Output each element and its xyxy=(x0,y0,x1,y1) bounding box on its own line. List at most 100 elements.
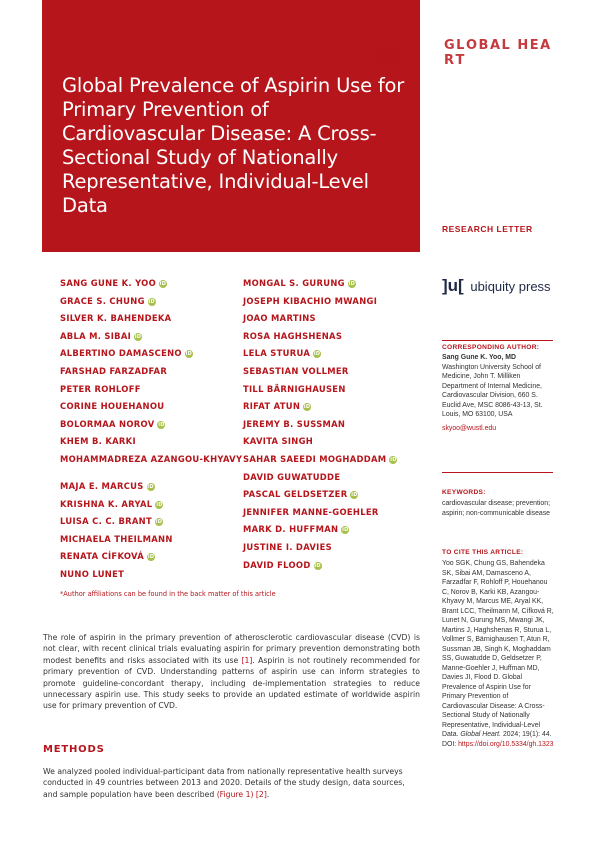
author-name[interactable]: SILVER K. BAHENDEKA xyxy=(60,313,242,331)
corresponding-email[interactable]: skyoo@wustl.edu xyxy=(442,424,497,432)
methods-paragraph: We analyzed pooled individual-participan… xyxy=(43,766,420,800)
author-label: SILVER K. BAHENDEKA xyxy=(60,313,172,324)
author-name[interactable]: CORINE HOUEHANOU xyxy=(60,401,242,419)
orcid-icon[interactable]: iD xyxy=(147,553,156,562)
author-name[interactable]: RENATA CÍFKOVÁ iD xyxy=(60,551,242,569)
author-label: ROSA HAGHSHENAS xyxy=(243,330,343,341)
brand-letter: H xyxy=(517,38,530,53)
author-label: PETER ROHLOFF xyxy=(60,383,141,394)
author-name[interactable]: JUSTINE I. DAVIES xyxy=(243,542,397,560)
publisher-mark: ]u[ xyxy=(442,276,464,295)
intro-text: . Aspirin is not routinely recommended f… xyxy=(43,655,421,711)
author-name[interactable]: TILL BÄRNIGHAUSEN xyxy=(243,384,397,402)
publisher-name: ubiquity press xyxy=(470,279,551,294)
orcid-icon[interactable]: iD xyxy=(313,561,322,570)
author-name[interactable]: JENNIFER MANNE-GOEHLER xyxy=(243,507,397,525)
author-label: JOSEPH KIBACHIO MWANGI xyxy=(243,295,378,306)
author-label: RIFAT ATUN xyxy=(243,401,301,412)
author-name[interactable]: FARSHAD FARZADFAR xyxy=(60,366,242,384)
author-name[interactable]: SAHAR SAEEDI MOGHADDAM iD xyxy=(243,454,398,472)
orcid-icon[interactable]: iD xyxy=(134,332,143,341)
journal-brand[interactable]: GLOBAL HEART xyxy=(444,38,554,68)
author-label: PASCAL GELDSETZER xyxy=(243,489,348,500)
corresponding-address: Washington University School of Medicine… xyxy=(442,363,543,419)
author-name[interactable]: MAJA E. MARCUS iD xyxy=(60,481,242,499)
affiliation-note: *Author affiliations can be found in the… xyxy=(60,590,276,598)
author-name[interactable]: PASCAL GELDSETZER iD xyxy=(243,489,397,507)
orcid-icon[interactable]: iD xyxy=(389,455,398,464)
corresponding-block: Sang Gune K. Yoo, MD Washington Universi… xyxy=(442,353,554,433)
author-name[interactable]: JOAO MARTINS xyxy=(243,313,397,331)
brand-letter: E xyxy=(529,38,541,53)
author-name[interactable]: ALBERTINO DAMASCENO iD xyxy=(60,348,242,366)
divider xyxy=(442,472,553,473)
author-name[interactable]: NUNO LUNET xyxy=(60,569,242,587)
author-label: DAVID FLOOD xyxy=(243,559,311,570)
brand-letter: L xyxy=(501,38,512,53)
orcid-icon[interactable]: iD xyxy=(155,518,164,527)
author-label: MOHAMMADREZA AZANGOU-KHYAVY xyxy=(60,453,243,464)
author-label: JENNIFER MANNE-GOEHLER xyxy=(243,506,379,517)
author-name[interactable]: MICHAELA THEILMANN xyxy=(60,534,242,552)
author-label: KAVITA SINGH xyxy=(243,436,314,447)
author-name[interactable]: JEREMY B. SUSSMAN xyxy=(243,419,397,437)
methods-text: . xyxy=(266,789,270,799)
orcid-icon[interactable]: iD xyxy=(147,297,156,306)
author-name[interactable]: SEBASTIAN VOLLMER xyxy=(243,366,397,384)
author-name[interactable]: RIFAT ATUN iD xyxy=(243,401,397,419)
author-name[interactable]: MOHAMMADREZA AZANGOU-KHYAVY xyxy=(60,454,242,481)
orcid-icon[interactable]: iD xyxy=(303,403,312,412)
brand-letter: B xyxy=(478,38,490,53)
orcid-icon[interactable]: iD xyxy=(146,482,155,491)
author-name[interactable]: KHEM B. KARKI xyxy=(60,436,242,454)
author-label: LELA STURUA xyxy=(243,348,311,359)
orcid-icon[interactable]: iD xyxy=(347,280,356,288)
author-label: MONGAL S. GURUNG xyxy=(243,278,345,288)
author-name[interactable]: SANG GUNE K. YOO iD xyxy=(60,278,242,296)
author-name[interactable]: KRISHNA K. ARYAL iD xyxy=(60,499,242,517)
open-access-lock-icon xyxy=(378,29,402,68)
cite-block: Yoo SGK, Chung GS, Bahendeka SK, Sibai A… xyxy=(442,559,556,749)
author-label: SANG GUNE K. YOO xyxy=(60,278,157,288)
article-title: Global Prevalence of Aspirin Use for Pri… xyxy=(62,74,405,217)
keywords-heading: KEYWORDS: xyxy=(442,489,486,496)
author-name[interactable]: JOSEPH KIBACHIO MWANGI xyxy=(243,296,397,314)
author-label: KHEM B. KARKI xyxy=(60,436,136,447)
title-banner: Global Prevalence of Aspirin Use for Pri… xyxy=(42,0,420,252)
orcid-icon[interactable]: iD xyxy=(157,420,166,429)
cite-details: 2024; 19(1): 44. DOI: xyxy=(442,731,552,748)
author-name[interactable]: GRACE S. CHUNG iD xyxy=(60,296,242,314)
author-name[interactable]: DAVID GUWATUDDE xyxy=(243,472,397,490)
orcid-icon[interactable]: iD xyxy=(341,526,350,535)
orcid-icon[interactable]: iD xyxy=(155,500,164,509)
orcid-icon[interactable]: iD xyxy=(350,491,359,500)
brand-letter: G xyxy=(444,38,457,53)
corresponding-heading: CORRESPONDING AUTHOR: xyxy=(442,344,540,351)
author-name[interactable]: BOLORMAA NOROV iD xyxy=(60,419,242,437)
author-name[interactable]: LUISA C. C. BRANT iD xyxy=(60,516,242,534)
article-type: RESEARCH LETTER xyxy=(442,224,533,234)
brand-letter: L xyxy=(456,38,466,53)
author-label: MAJA E. MARCUS xyxy=(60,480,144,491)
author-name[interactable]: MONGAL S. GURUNG iD xyxy=(243,278,397,296)
brand-letter: R xyxy=(444,53,456,68)
author-name[interactable]: MARK D. HUFFMAN iD xyxy=(243,524,397,542)
author-label: RENATA CÍFKOVÁ xyxy=(60,551,145,562)
author-name[interactable]: DAVID FLOOD iD xyxy=(243,560,397,578)
cite-doi-link[interactable]: https://doi.org/10.5334/gh.1323 xyxy=(458,740,554,748)
author-label: DAVID GUWATUDDE xyxy=(243,471,341,482)
figure-citation-link[interactable]: (Figure 1) [2] xyxy=(216,789,267,799)
author-label: GRACE S. CHUNG xyxy=(60,295,145,306)
author-name[interactable]: LELA STURUA iD xyxy=(243,348,397,366)
publisher-logo[interactable]: ]u[ ubiquity press xyxy=(442,276,551,296)
author-name[interactable]: KAVITA SINGH xyxy=(243,436,397,454)
citation-link[interactable]: [1] xyxy=(241,655,253,665)
methods-heading: METHODS xyxy=(43,744,105,755)
orcid-icon[interactable]: iD xyxy=(313,350,322,359)
author-label: JUSTINE I. DAVIES xyxy=(243,541,332,552)
orcid-icon[interactable]: iD xyxy=(159,280,168,288)
author-name[interactable]: ROSA HAGHSHENAS xyxy=(243,331,397,349)
author-name[interactable]: PETER ROHLOFF xyxy=(60,384,242,402)
author-name[interactable]: ABLA M. SIBAI iD xyxy=(60,331,242,349)
orcid-icon[interactable]: iD xyxy=(184,350,193,359)
